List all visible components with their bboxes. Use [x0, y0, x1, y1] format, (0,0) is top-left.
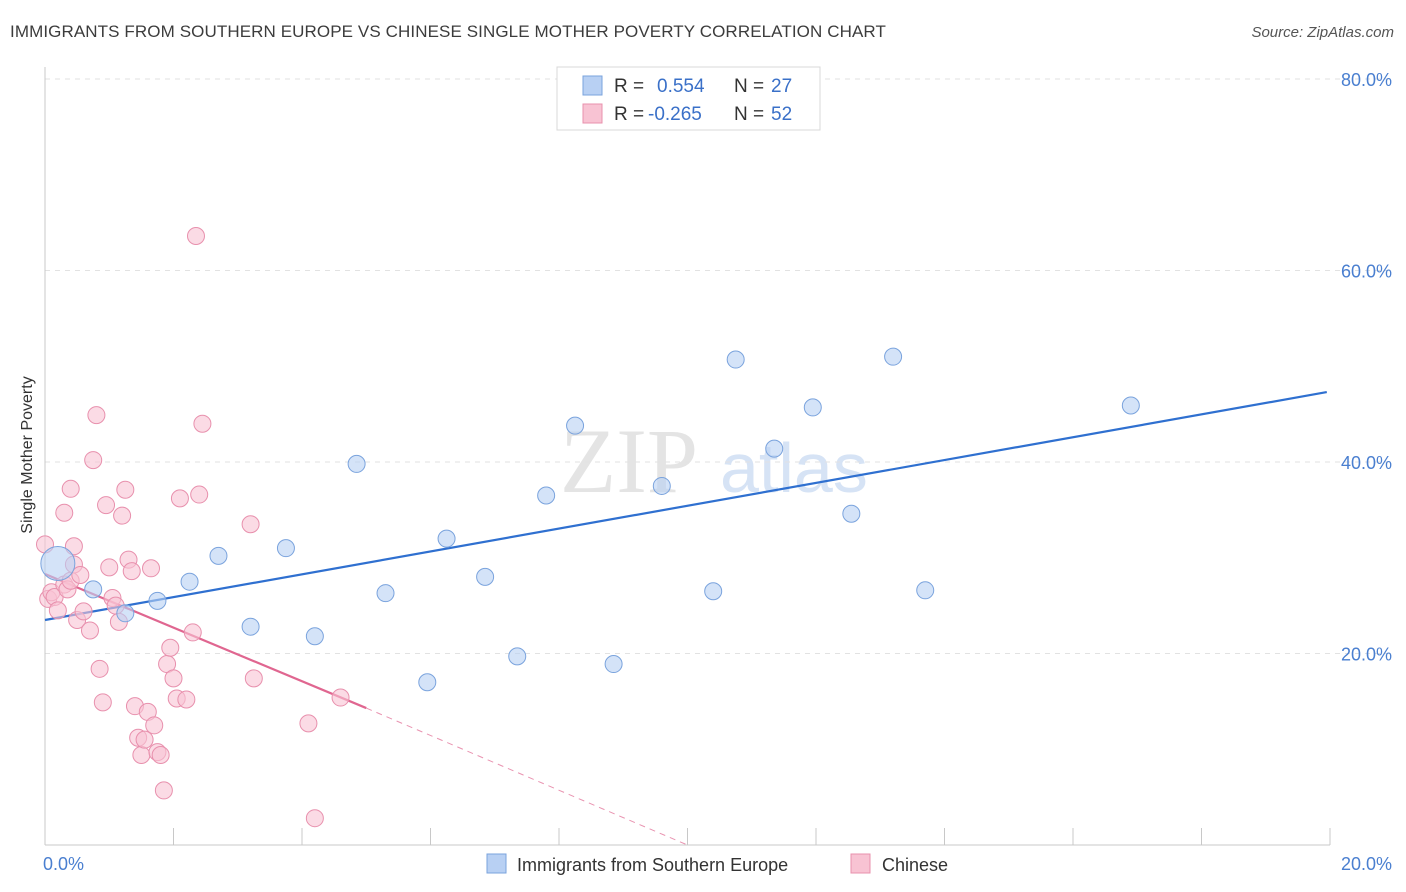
chinese-point	[87, 406, 106, 425]
y-tick-label: 40.0%	[1341, 453, 1392, 473]
gridlines	[45, 78, 1392, 654]
chinese-point	[299, 714, 318, 733]
immigrants-point	[765, 439, 784, 458]
immigrants-point	[1121, 396, 1140, 415]
immigrants-point	[437, 529, 456, 548]
immigrants-point	[148, 591, 167, 610]
chinese-point	[48, 601, 67, 620]
chinese-point	[55, 503, 74, 522]
series-legend-label-pink: Chinese	[882, 855, 948, 875]
stats-legend: R = 0.554 N = 27 R = -0.265 N = 52	[556, 66, 821, 131]
chinese-point	[183, 623, 202, 642]
immigrants-point	[803, 398, 822, 417]
chart-title: IMMIGRANTS FROM SOUTHERN EUROPE VS CHINE…	[10, 22, 886, 41]
immigrants-point	[652, 476, 671, 495]
chinese-point	[241, 515, 260, 534]
immigrants-point	[604, 655, 623, 674]
chinese-point	[244, 669, 263, 688]
chinese-point	[90, 659, 109, 678]
chinese-point	[135, 730, 154, 749]
series-legend-swatch-pink	[850, 853, 871, 874]
chinese-point	[170, 489, 189, 508]
chinese-point	[122, 562, 141, 581]
immigrants-point	[884, 347, 903, 366]
legend-n-label-blue: N =	[734, 76, 764, 97]
legend-n-value-blue: 27	[771, 76, 792, 97]
legend-r-label-pink: R =	[614, 104, 644, 125]
chinese-point	[331, 688, 350, 707]
chinese-point	[74, 602, 93, 621]
immigrants-point	[508, 647, 527, 666]
chinese-point	[193, 414, 212, 433]
y-tick-label: 20.0%	[1341, 645, 1392, 665]
chinese-point	[142, 559, 161, 578]
immigrants-point	[842, 504, 861, 523]
chinese-point	[145, 716, 164, 735]
chinese-point	[97, 496, 116, 515]
chinese-point	[64, 537, 83, 556]
immigrants-point	[916, 581, 935, 600]
legend-n-value-pink: 52	[771, 104, 792, 125]
immigrants-point	[40, 545, 76, 581]
x-tick-label: 20.0%	[1341, 854, 1392, 874]
immigrants-point	[726, 350, 745, 369]
chinese-point	[190, 485, 209, 504]
tick-labels: 20.0% 40.0% 60.0% 80.0% 0.0% 20.0%	[43, 70, 1392, 874]
legend-r-value-pink: -0.265	[648, 104, 702, 125]
chinese-point	[164, 669, 183, 688]
chinese-point	[305, 809, 324, 828]
x-tick-label: 0.0%	[43, 854, 84, 874]
chinese-point	[93, 693, 112, 712]
series-legend-label-blue: Immigrants from Southern Europe	[517, 855, 788, 875]
y-axis-label: Single Mother Poverty	[19, 376, 36, 533]
immigrants-point	[305, 627, 324, 646]
watermark-atlas: atlas	[720, 429, 868, 507]
immigrants-point	[276, 539, 295, 558]
chinese-point	[84, 451, 103, 470]
immigrants-point	[476, 567, 495, 586]
chinese-point	[71, 565, 90, 584]
legend-r-value-blue: 0.554	[657, 76, 705, 97]
chinese-point	[80, 621, 99, 640]
immigrants-point	[566, 416, 585, 435]
series-legend: Immigrants from Southern Europe Chinese	[486, 853, 948, 875]
legend-swatch-blue	[582, 75, 603, 96]
trend-line-immigrants	[44, 391, 1327, 622]
immigrants-point	[180, 572, 199, 591]
series-legend-swatch-blue	[486, 853, 507, 874]
chinese-point	[177, 690, 196, 709]
chinese-point	[100, 558, 119, 577]
immigrants-point	[241, 617, 260, 636]
legend-swatch-pink	[582, 103, 603, 124]
chinese-point	[132, 745, 151, 764]
immigrants-point	[84, 580, 103, 599]
chinese-point	[154, 781, 173, 800]
data-points	[36, 227, 1140, 828]
chinese-point	[116, 480, 135, 499]
legend-r-label-blue: R =	[614, 76, 644, 97]
immigrants-point	[347, 454, 366, 473]
chinese-point	[61, 479, 80, 498]
chinese-point	[186, 227, 205, 246]
immigrants-point	[209, 546, 228, 565]
trend-line-chinese-extension	[366, 707, 688, 846]
immigrants-point	[376, 584, 395, 603]
chart-source: Source: ZipAtlas.com	[1251, 24, 1394, 41]
immigrants-point	[418, 673, 437, 692]
chinese-point	[113, 506, 132, 525]
y-tick-label: 80.0%	[1341, 70, 1392, 90]
legend-n-label-pink: N =	[734, 104, 764, 125]
y-tick-label: 60.0%	[1341, 262, 1392, 282]
chinese-point	[161, 638, 180, 657]
immigrants-point	[116, 604, 135, 623]
immigrants-point	[537, 486, 556, 505]
chinese-point	[151, 745, 170, 764]
immigrants-point	[704, 582, 723, 601]
axes	[44, 67, 1331, 846]
